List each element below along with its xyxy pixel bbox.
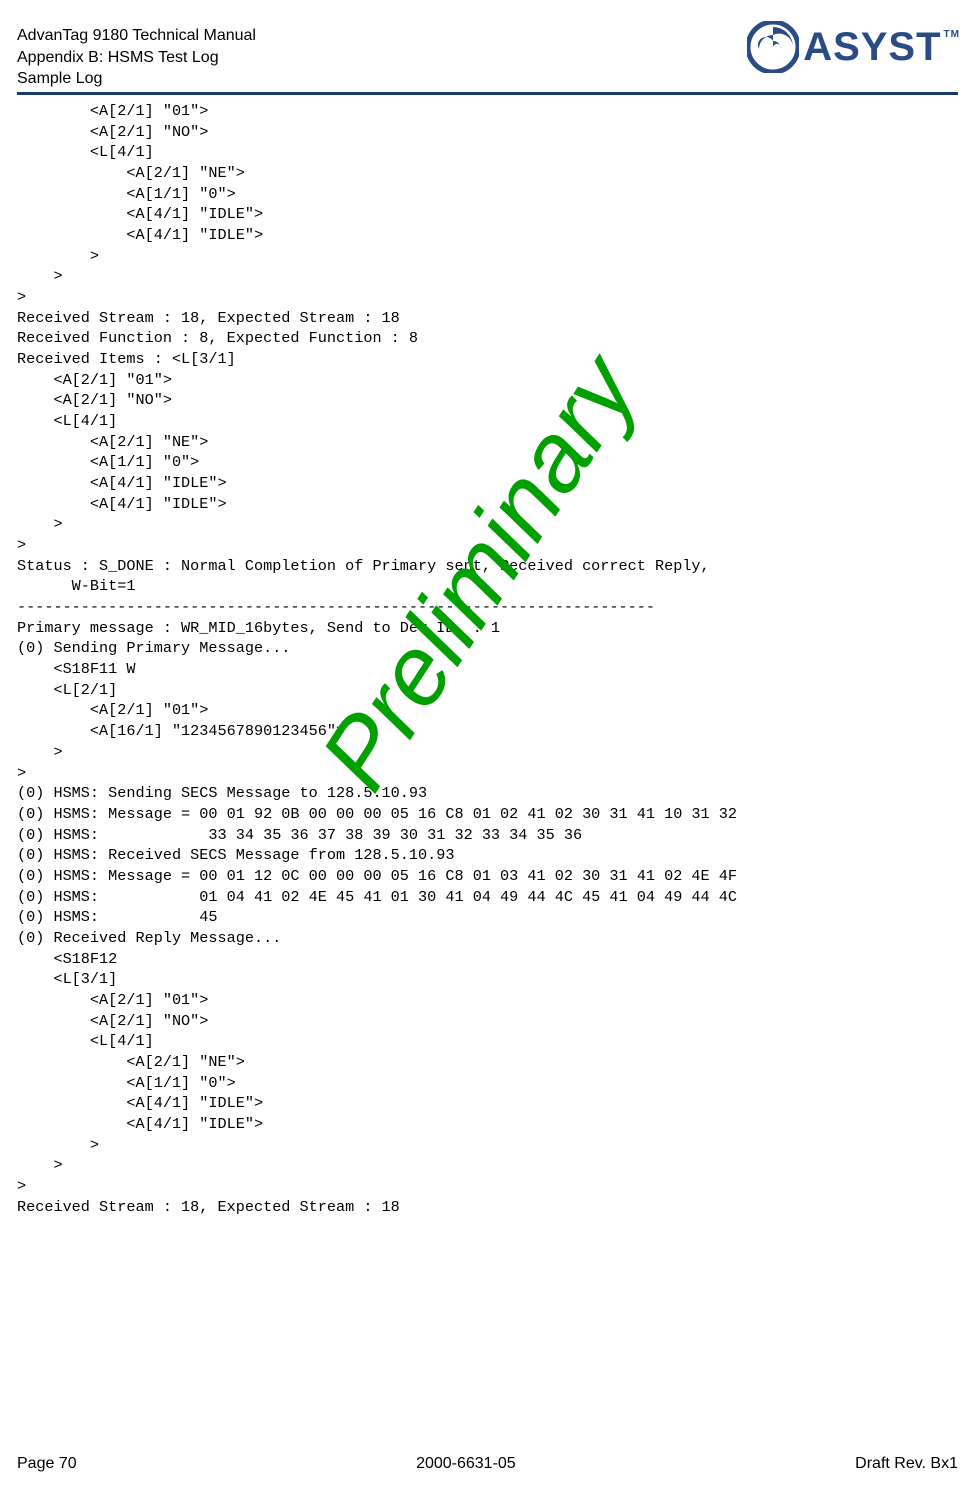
page-header: AdvanTag 9180 Technical Manual Appendix … [17, 25, 958, 95]
brand-wordmark: ASYSTTM [803, 25, 958, 70]
header-line-1: AdvanTag 9180 Technical Manual [17, 25, 256, 47]
header-line-3: Sample Log [17, 68, 256, 90]
page: AdvanTag 9180 Technical Manual Appendix … [0, 0, 975, 1497]
footer-doc-number: 2000-6631-05 [416, 1455, 516, 1473]
header-line-2: Appendix B: HSMS Test Log [17, 47, 256, 69]
brand-logo: ASYSTTM [747, 21, 958, 73]
footer-revision: Draft Rev. Bx1 [855, 1455, 958, 1473]
trademark-symbol: TM [944, 29, 960, 40]
brand-name: ASYST [803, 25, 941, 69]
footer-page-number: Page 70 [17, 1455, 77, 1473]
page-body: Preliminary <A[2/1] "01"> <A[2/1] "NO"> … [17, 101, 958, 1217]
page-footer: Page 70 2000-6631-05 Draft Rev. Bx1 [17, 1455, 958, 1473]
hsms-log-block: <A[2/1] "01"> <A[2/1] "NO"> <L[4/1] <A[2… [17, 101, 958, 1217]
brand-swirl-icon [747, 21, 799, 73]
header-text-block: AdvanTag 9180 Technical Manual Appendix … [17, 25, 256, 90]
